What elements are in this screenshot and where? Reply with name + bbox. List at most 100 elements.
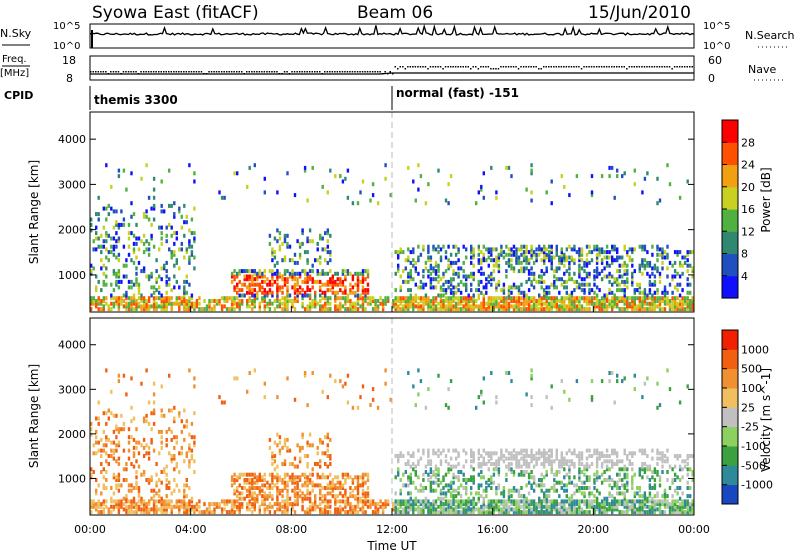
power-echo [311, 285, 314, 290]
velocity-echo [429, 504, 433, 509]
velocity-echo [636, 510, 639, 515]
velocity-echo [354, 504, 357, 509]
velocity-echo [538, 456, 541, 461]
power-echo [308, 288, 312, 293]
velocity-echo [545, 488, 548, 493]
velocity-echo [545, 494, 548, 499]
velocity-echo [412, 451, 415, 456]
power-echo [548, 304, 551, 309]
velocity-echo [190, 504, 194, 509]
power-echo [656, 288, 659, 293]
power-echo [656, 266, 659, 271]
freq-point [183, 71, 185, 73]
power-echo [522, 258, 526, 263]
power-echo [243, 269, 246, 274]
power-echo [329, 288, 332, 293]
velocity-echo [331, 483, 334, 488]
power-echo [434, 247, 438, 252]
power-echo [135, 279, 138, 284]
velocity-echo [100, 510, 103, 515]
power-echo [344, 269, 347, 274]
power-echo [276, 288, 279, 293]
power-echo [689, 307, 692, 312]
power-echo [621, 288, 624, 293]
power-echo [112, 301, 116, 306]
power-echo [303, 277, 307, 282]
velocity-echo [492, 467, 496, 472]
power-echo [490, 271, 493, 276]
power-echo [457, 250, 460, 255]
power-echo [600, 301, 604, 306]
velocity-echo [434, 502, 438, 507]
power-echo [663, 288, 667, 293]
power-echo [681, 255, 684, 260]
power-echo [397, 255, 400, 260]
power-echo [555, 247, 558, 252]
power-echo [168, 296, 171, 301]
power-echo [417, 244, 420, 249]
power-echo [306, 239, 309, 244]
power-echo [616, 279, 619, 284]
velocity-echo [356, 475, 360, 480]
velocity-echo [296, 480, 299, 485]
velocity-echo [550, 405, 553, 410]
power-echo [147, 217, 151, 222]
velocity-echo [560, 462, 563, 466]
power-echo [230, 296, 234, 301]
power-echo [543, 247, 546, 252]
power-echo [560, 307, 563, 312]
power-echo [633, 301, 636, 306]
velocity-echo [517, 510, 521, 515]
freq-point [238, 71, 240, 73]
freq-point [142, 71, 145, 73]
velocity-echo [449, 379, 453, 384]
power-echo [241, 293, 244, 298]
power-echo [691, 299, 694, 303]
velocity-echo [605, 510, 609, 515]
velocity-echo [329, 486, 332, 490]
velocity-echo [538, 478, 541, 482]
power-echo [238, 293, 241, 298]
power-echo [538, 307, 541, 312]
power-echo [429, 271, 433, 276]
freq-unit-label: [MHz] [0, 68, 29, 79]
power-echo [356, 282, 360, 287]
velocity-echo [646, 499, 649, 504]
velocity-echo [515, 459, 518, 464]
velocity-echo [97, 510, 100, 515]
velocity-echo [248, 491, 251, 496]
freq-point [384, 71, 386, 73]
power-echo [397, 263, 400, 268]
velocity-echo [183, 504, 186, 509]
power-echo [578, 250, 581, 255]
power-echo [278, 244, 282, 249]
velocity-echo [130, 462, 133, 466]
power-echo [319, 304, 322, 309]
power-echo [135, 307, 138, 312]
power-echo [550, 258, 553, 263]
velocity-echo [548, 488, 551, 493]
velocity-echo [658, 499, 662, 504]
velocity-echo [329, 462, 332, 466]
power-echo [283, 255, 287, 260]
velocity-echo [487, 454, 490, 458]
velocity-echo [490, 486, 493, 490]
power-echo [437, 263, 440, 268]
velocity-echo [452, 488, 455, 493]
power-echo [530, 168, 533, 173]
velocity-echo [603, 478, 606, 482]
velocity-echo [321, 499, 324, 504]
power-echo [656, 247, 659, 252]
freq-point [477, 68, 480, 70]
power-echo [402, 304, 405, 309]
velocity-echo [268, 502, 272, 507]
power-echo [502, 290, 506, 295]
power-echo [616, 255, 619, 260]
velocity-echo [251, 472, 254, 477]
power-echo [676, 288, 679, 293]
power-echo [120, 222, 123, 227]
velocity-echo [115, 502, 118, 507]
freq-point [228, 71, 230, 73]
velocity-echo [122, 427, 126, 432]
velocity-echo [593, 451, 596, 456]
